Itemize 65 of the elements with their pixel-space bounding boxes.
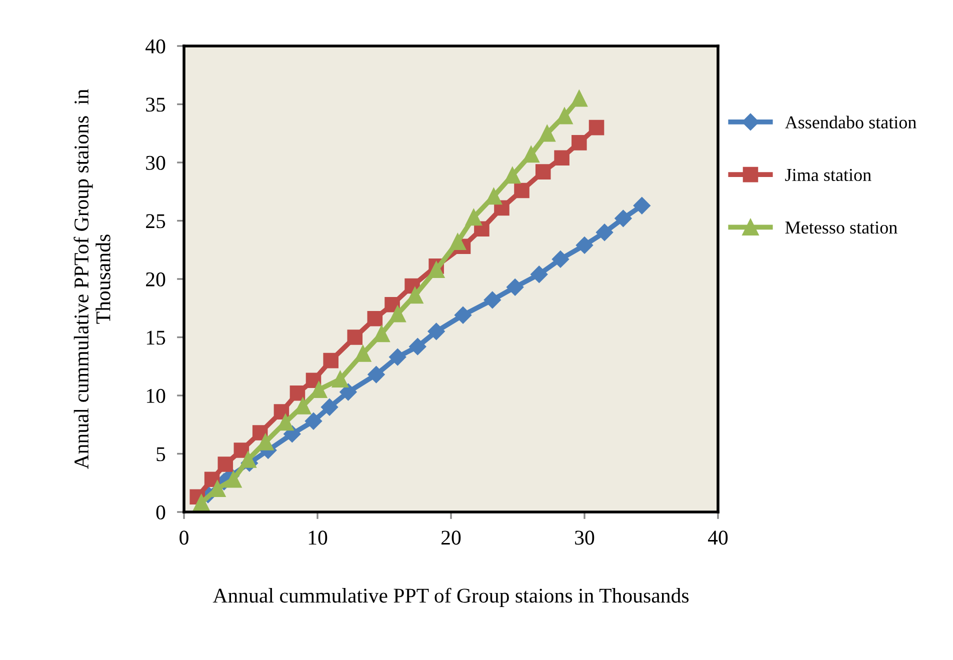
legend-label: Assendabo station xyxy=(784,116,916,128)
point xyxy=(389,348,406,366)
point xyxy=(406,286,424,304)
y-tick-label: 10 xyxy=(146,388,166,403)
point xyxy=(257,434,274,450)
point xyxy=(234,442,250,458)
point xyxy=(504,166,521,184)
x-axis-title: Annual cummulative PPT of Group staions in Thousands xyxy=(212,588,689,607)
point xyxy=(373,325,390,342)
point xyxy=(368,366,385,384)
point xyxy=(554,150,570,166)
point xyxy=(484,291,501,309)
x-tick-label: 30 xyxy=(575,530,594,545)
point xyxy=(522,146,540,163)
point xyxy=(514,182,530,198)
point xyxy=(449,233,466,250)
y-tick-label: 15 xyxy=(146,330,166,345)
point xyxy=(384,296,400,312)
point xyxy=(428,261,445,278)
y-tick-label: 25 xyxy=(146,214,166,228)
point xyxy=(576,236,594,254)
point xyxy=(290,386,306,401)
x-tick-label: 10 xyxy=(308,530,328,545)
point xyxy=(633,197,650,214)
point xyxy=(588,120,604,136)
point xyxy=(552,250,570,268)
point xyxy=(304,412,322,430)
y-axis-title: Annual cummulative PPTof Group staions in Thousands xyxy=(74,89,110,470)
legend-label: Jima station xyxy=(785,168,872,182)
point xyxy=(274,404,290,420)
point xyxy=(409,338,426,356)
point xyxy=(538,125,556,142)
point xyxy=(596,224,614,241)
point xyxy=(340,383,357,401)
point xyxy=(530,266,548,283)
point xyxy=(323,352,338,368)
point xyxy=(428,322,445,340)
point xyxy=(218,456,234,472)
point xyxy=(506,278,524,296)
point xyxy=(347,330,363,345)
y-tick-label: 20 xyxy=(146,272,166,286)
y-tick-label: 35 xyxy=(146,98,166,112)
point xyxy=(240,451,256,468)
point xyxy=(535,164,551,180)
legend-label: Metesso station xyxy=(785,222,898,234)
point xyxy=(225,471,242,488)
x-tick-label: 20 xyxy=(442,530,461,545)
point xyxy=(310,381,328,398)
point xyxy=(193,494,210,512)
point xyxy=(389,306,406,322)
y-tick-label: 0 xyxy=(156,505,166,520)
y-tick-label: 40 xyxy=(146,39,166,54)
y-tick-label: 30 xyxy=(146,156,166,170)
point xyxy=(614,210,632,227)
point xyxy=(454,306,472,324)
point xyxy=(570,90,588,107)
point xyxy=(332,370,349,388)
point xyxy=(572,135,587,150)
point xyxy=(320,398,338,416)
point xyxy=(354,345,372,362)
point xyxy=(465,208,482,226)
x-tick-label: 0 xyxy=(180,530,188,545)
y-tick-label: 5 xyxy=(156,447,166,462)
x-tick-label: 40 xyxy=(708,530,728,545)
point xyxy=(367,310,383,326)
